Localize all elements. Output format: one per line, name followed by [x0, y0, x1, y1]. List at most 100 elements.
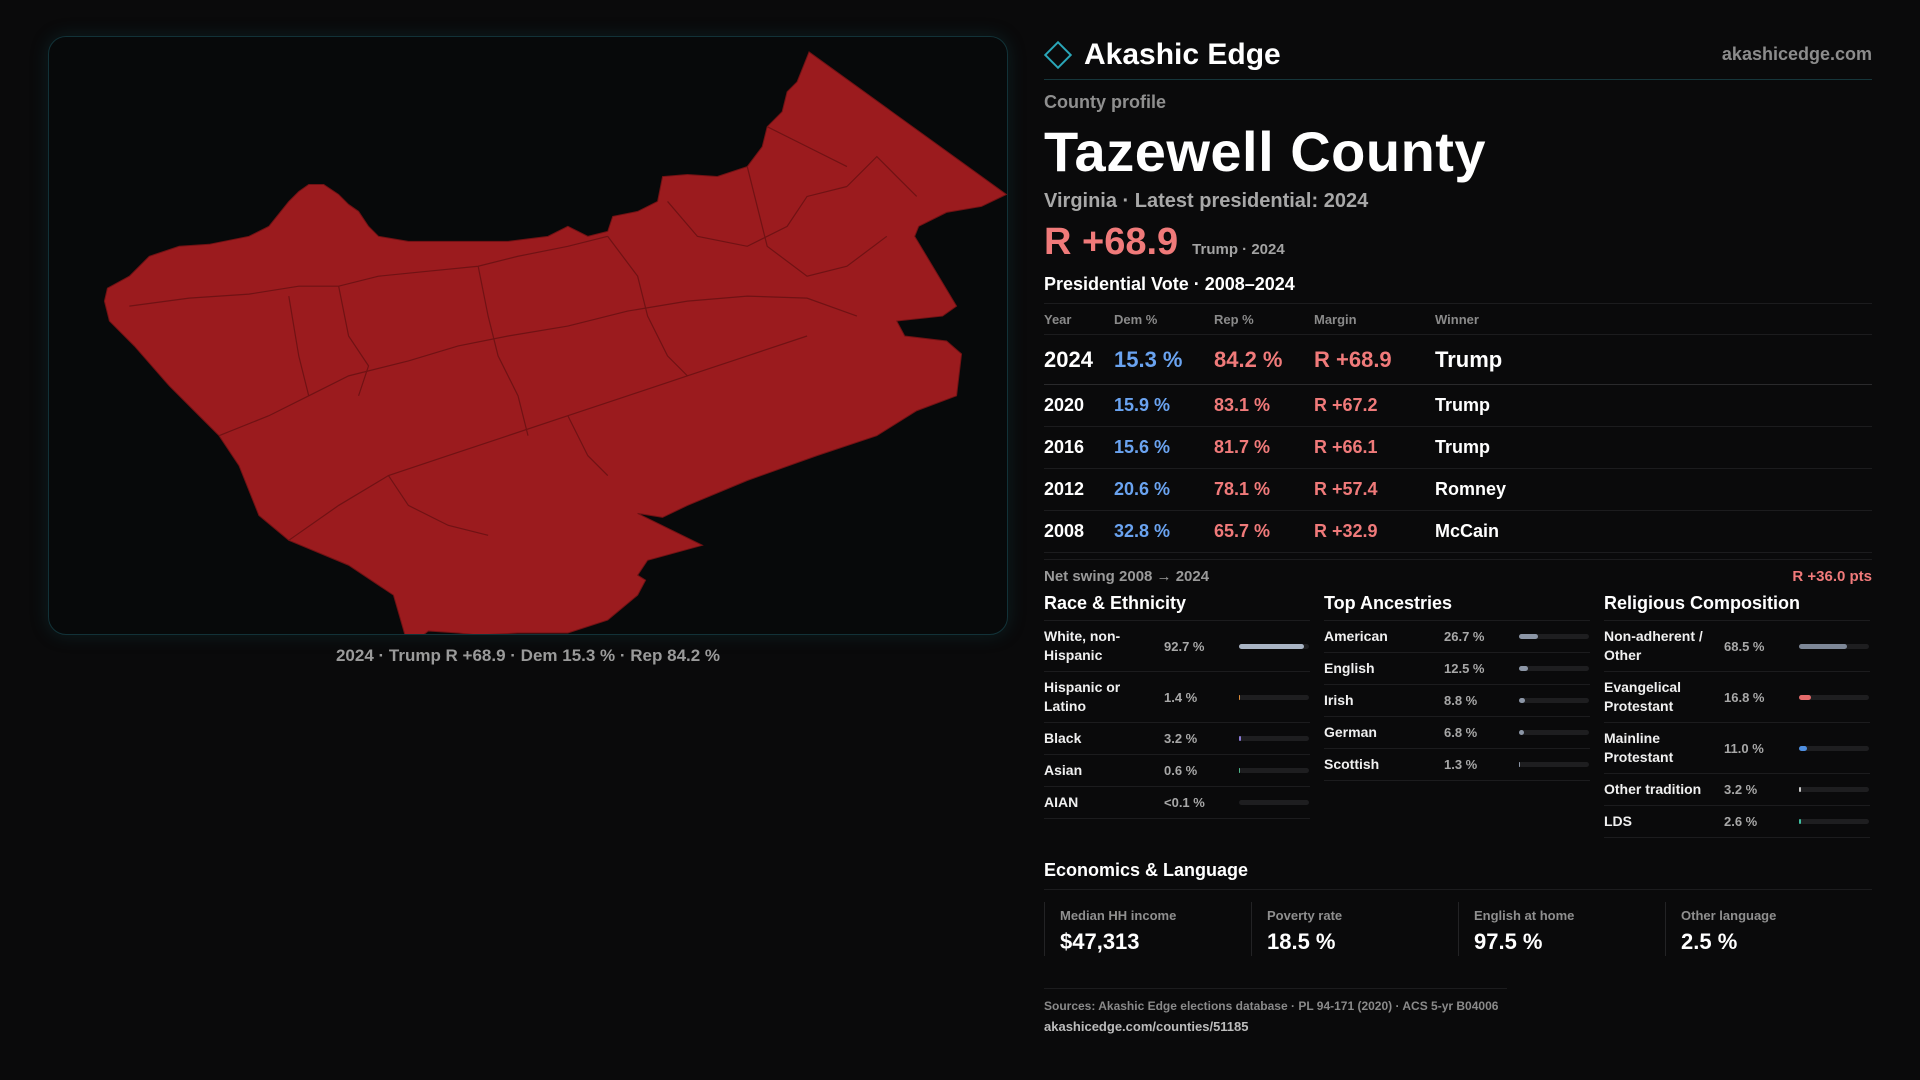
top-bar: Akashic Edge akashicedge.com — [1043, 30, 1872, 80]
row-winner: Trump — [1435, 426, 1872, 469]
stat-english-at-home: English at home 97.5 % — [1458, 902, 1665, 956]
item-name: American — [1324, 628, 1388, 644]
share-bar-fill — [1799, 643, 1847, 649]
top-ancestries-title: Top Ancestries — [1324, 593, 1590, 621]
net-swing: Net swing 2008 → 2024 R +36.0 pts — [1044, 559, 1872, 585]
share-bar — [1799, 787, 1869, 792]
row-year: 2020 — [1044, 384, 1114, 427]
column-header-winner: Winner — [1435, 303, 1872, 335]
share-bar — [1799, 745, 1869, 751]
net-swing-label: Net swing 2008 → 2024 — [1044, 568, 1210, 585]
column-header-rep: Rep % — [1214, 303, 1314, 335]
row-winner: Trump — [1435, 384, 1872, 427]
item-name: Hispanic or Latino — [1044, 679, 1121, 714]
table-row: 2008 32.8 % 65.7 % R +32.9 McCain — [1044, 510, 1872, 553]
row-year: 2024 — [1044, 334, 1114, 385]
row-year: 2008 — [1044, 510, 1114, 553]
stat-label: Poverty rate — [1267, 908, 1343, 923]
presidential-vote-table: Year Dem % Rep % Margin Winner 2024 15.3… — [1044, 303, 1872, 553]
headline-margin: R +68.9 — [1044, 221, 1179, 263]
item-name: English — [1324, 660, 1375, 676]
row-dem: 32.8 % — [1114, 510, 1214, 553]
top-ancestries-panel: Top Ancestries American 26.7 % English 1… — [1324, 593, 1590, 838]
share-bar — [1239, 736, 1309, 741]
item-name: LDS — [1604, 813, 1632, 829]
brand-logo-icon — [1043, 40, 1073, 69]
sources-footer: Sources: Akashic Edge elections database… — [1044, 988, 1507, 1034]
item-value: 12.5 % — [1444, 661, 1485, 676]
share-bar — [1799, 819, 1869, 824]
list-item: English 12.5 % — [1324, 653, 1590, 685]
item-value: 8.8 % — [1444, 693, 1478, 708]
county-shape[interactable] — [103, 51, 1007, 634]
religious-composition-title: Religious Composition — [1604, 593, 1870, 621]
item-value: <0.1 % — [1164, 795, 1205, 810]
list-item: Other tradition 3.2 % — [1604, 774, 1870, 806]
item-value: 16.8 % — [1724, 689, 1765, 705]
item-value: 1.4 % — [1164, 689, 1198, 705]
stat-value: $47,313 — [1060, 929, 1140, 954]
share-bar — [1799, 694, 1869, 700]
row-margin: R +57.4 — [1314, 468, 1435, 511]
page-eyebrow: County profile — [1044, 92, 1166, 112]
row-winner: Romney — [1435, 468, 1872, 511]
row-margin: R +67.2 — [1314, 384, 1435, 427]
race-ethnicity-panel: Race & Ethnicity White, non-Hispanic 92.… — [1044, 593, 1310, 838]
share-bar-fill — [1239, 643, 1304, 649]
share-bar-fill — [1799, 694, 1811, 700]
row-rep: 81.7 % — [1214, 426, 1314, 469]
item-name: Other tradition — [1604, 781, 1702, 797]
sources-text: Sources: Akashic Edge elections database… — [1044, 999, 1499, 1013]
presidential-vote-title: Presidential Vote · 2008–2024 — [1044, 274, 1295, 294]
list-item: Evangelical Protestant 16.8 % — [1604, 672, 1870, 723]
net-swing-value: R +36.0 pts — [1792, 568, 1872, 585]
table-row: 2012 20.6 % 78.1 % R +57.4 Romney — [1044, 468, 1872, 511]
share-bar — [1799, 643, 1869, 649]
row-winner: Trump — [1435, 334, 1872, 385]
share-bar-fill — [1519, 666, 1528, 671]
headline-margin-note: Trump · 2024 — [1192, 241, 1285, 258]
row-margin: R +32.9 — [1314, 510, 1435, 553]
item-value: 0.6 % — [1164, 763, 1198, 778]
row-dem: 20.6 % — [1114, 468, 1214, 511]
economics-language-stats: Median HH income $47,313 Poverty rate 18… — [1044, 902, 1872, 956]
stat-median-income: Median HH income $47,313 — [1044, 902, 1251, 956]
district-lines — [129, 126, 918, 541]
share-bar-fill — [1799, 787, 1802, 792]
list-item: Mainline Protestant 11.0 % — [1604, 723, 1870, 774]
item-value: 2.6 % — [1724, 814, 1758, 829]
item-value: 26.7 % — [1444, 629, 1485, 644]
column-header-dem: Dem % — [1114, 303, 1214, 335]
item-name: Black — [1044, 730, 1082, 746]
page-title: Tazewell County — [1044, 120, 1487, 183]
county-permalink[interactable]: akashicedge.com/counties/51185 — [1044, 1019, 1249, 1034]
column-header-year: Year — [1044, 303, 1114, 335]
share-bar — [1519, 634, 1589, 639]
religious-composition-panel: Religious Composition Non-adherent / Oth… — [1604, 593, 1870, 838]
brand[interactable]: Akashic Edge — [1043, 38, 1281, 72]
item-name: German — [1324, 724, 1377, 740]
row-winner: McCain — [1435, 510, 1872, 553]
item-value: 68.5 % — [1724, 638, 1765, 654]
share-bar-fill — [1239, 768, 1241, 773]
list-item: AIAN <0.1 % — [1044, 787, 1310, 819]
row-margin: R +66.1 — [1314, 426, 1435, 469]
item-name: Irish — [1324, 692, 1354, 708]
stat-label: English at home — [1474, 908, 1575, 923]
share-bar — [1519, 666, 1589, 671]
item-name: Non-adherent / Other — [1604, 628, 1703, 663]
race-ethnicity-title: Race & Ethnicity — [1044, 593, 1310, 621]
county-map-panel[interactable] — [48, 36, 1008, 635]
list-item: Scottish 1.3 % — [1324, 749, 1590, 781]
site-link[interactable]: akashicedge.com — [1721, 44, 1872, 64]
list-item: Asian 0.6 % — [1044, 755, 1310, 787]
stat-value: 18.5 % — [1267, 929, 1336, 954]
row-dem: 15.9 % — [1114, 384, 1214, 427]
county-map[interactable] — [49, 37, 1007, 634]
row-dem: 15.3 % — [1114, 334, 1214, 385]
list-item: Hispanic or Latino 1.4 % — [1044, 672, 1310, 723]
county-profile: Akashic Edge akashicedge.com County prof… — [1043, 30, 1872, 1034]
share-bar-fill — [1799, 745, 1807, 751]
page-subtitle: Virginia · Latest presidential: 2024 — [1044, 190, 1369, 212]
list-item: Non-adherent / Other 68.5 % — [1604, 621, 1870, 672]
